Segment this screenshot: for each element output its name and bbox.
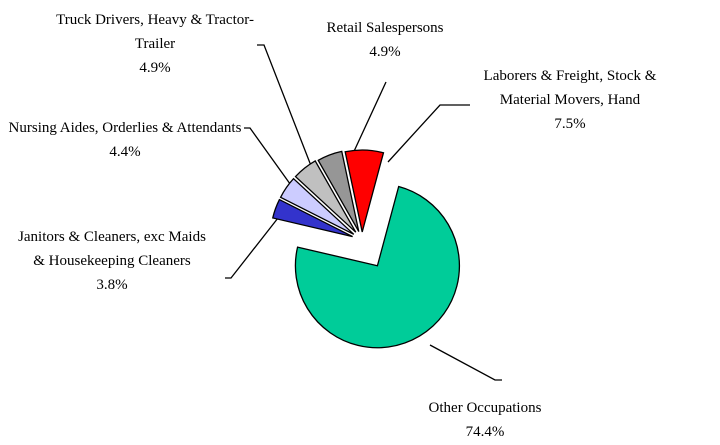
pie-slice <box>294 160 357 233</box>
slice-label: Other Occupations 74.4% <box>385 396 585 444</box>
pie-slice <box>271 198 353 238</box>
leader-line <box>429 344 502 381</box>
value-label: 4.9% <box>369 44 401 60</box>
pie-slice <box>294 185 461 349</box>
value-label: 3.8% <box>96 277 128 293</box>
category-label: Laborers & Freight, Stock & Material Mov… <box>483 68 657 108</box>
category-label: Other Occupations <box>428 400 542 416</box>
category-label: Retail Salespersons <box>326 20 444 36</box>
slice-label: Retail Salespersons 4.9% <box>285 16 485 64</box>
leader-line <box>387 104 470 163</box>
slice-label: Laborers & Freight, Stock & Material Mov… <box>470 64 670 136</box>
leader-line <box>257 44 316 177</box>
category-label: Truck Drivers, Heavy & Tractor-Trailer <box>56 12 254 52</box>
leader-line <box>244 127 299 196</box>
slice-label: Truck Drivers, Heavy & Tractor-Trailer 4.… <box>45 8 265 80</box>
slice-label: Nursing Aides, Orderlies & Attendants 4.4… <box>0 116 250 164</box>
value-label: 4.9% <box>139 60 171 76</box>
slice-label: Janitors & Cleaners, exc Maids & Houseke… <box>12 225 212 297</box>
value-label: 7.5% <box>554 116 586 132</box>
value-label: 74.4% <box>465 424 505 440</box>
category-label: Janitors & Cleaners, exc Maids & Houseke… <box>18 229 206 269</box>
leader-lines <box>225 44 502 381</box>
pie-slice <box>279 177 355 235</box>
category-label: Nursing Aides, Orderlies & Attendants <box>8 120 242 136</box>
leader-line <box>225 217 279 279</box>
value-label: 4.4% <box>109 144 141 160</box>
pie-slice <box>344 149 385 233</box>
pie-slice <box>317 150 360 232</box>
leader-line <box>349 81 387 161</box>
